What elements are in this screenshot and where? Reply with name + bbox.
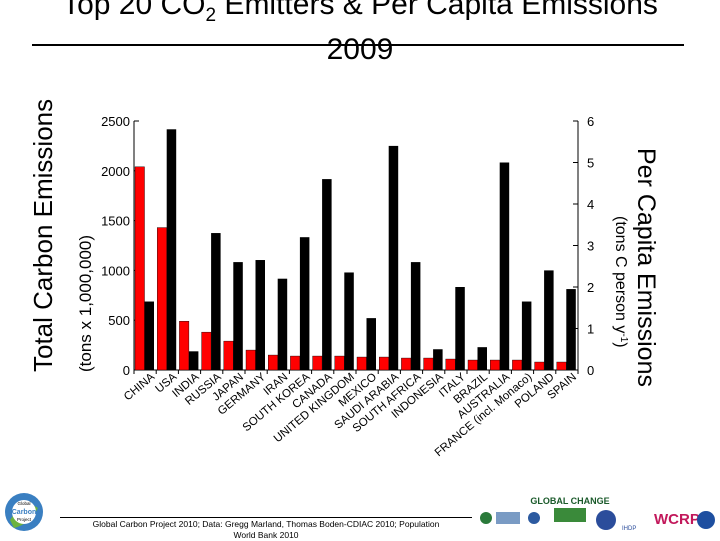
left-tick-label: 1500 <box>101 214 130 229</box>
footer-credit: Global Carbon Project 2010; Data: Gregg … <box>60 519 472 541</box>
total-emissions-bar <box>268 354 278 371</box>
global-change-mark <box>554 508 586 522</box>
total-emissions-bar <box>512 359 523 371</box>
left-tick-label: 2500 <box>101 114 130 129</box>
per-capita-bar <box>344 272 354 370</box>
wcrp-logo: WCRP <box>654 511 700 528</box>
total-emissions-bar <box>467 359 478 371</box>
per-capita-bar <box>388 145 399 370</box>
total-emissions-bar <box>245 349 256 371</box>
per-capita-bar <box>322 179 332 370</box>
total-emissions-bar <box>490 359 500 371</box>
footer-rule <box>60 517 472 518</box>
right-tick-label: 5 <box>587 156 594 171</box>
total-emissions-bar <box>201 331 212 371</box>
right-tick-label: 1 <box>587 322 594 337</box>
per-capita-bar <box>188 351 199 370</box>
left-tick-label: 500 <box>108 313 130 328</box>
chart-bars <box>134 129 576 371</box>
total-emissions-bar <box>356 356 367 371</box>
per-capita-bar <box>410 262 421 370</box>
partner-logo-1 <box>480 512 492 524</box>
x-tick-labels: CHINAUSAINDIARUSSIAJAPANGERMANYIRANSOUTH… <box>122 371 579 459</box>
per-capita-bar <box>521 301 532 370</box>
chart-axes <box>133 120 579 374</box>
partner-logo-2 <box>496 512 520 524</box>
ihdp-mark <box>596 510 616 530</box>
per-capita-bar <box>277 278 288 370</box>
right-axis-label-main: Per Capita Emissions <box>632 148 660 387</box>
chart-title: Top 20 CO2 Emitters & Per Capita Emissio… <box>0 0 720 67</box>
ihdp-logo: IHDP <box>622 526 636 532</box>
total-emissions-bar <box>534 361 545 371</box>
per-capita-bar <box>544 270 554 370</box>
partner-logo-3 <box>528 512 540 524</box>
total-emissions-bar <box>423 357 434 371</box>
per-capita-bar <box>299 237 310 370</box>
global-carbon-project-logo: Global Carbon Project <box>5 493 43 531</box>
title-line-2: 2009 <box>326 33 394 66</box>
right-tick-labels: 0 1 2 3 4 5 6 <box>587 114 594 378</box>
svg-text:Carbon: Carbon <box>12 509 37 516</box>
partner-logo-globe <box>697 511 715 529</box>
left-tick-labels: 0 500 1000 1500 2000 2500 <box>101 114 130 378</box>
total-emissions-bar <box>179 320 190 371</box>
right-tick-label: 3 <box>587 239 594 254</box>
title-rule <box>32 44 684 46</box>
per-capita-bar <box>499 162 510 370</box>
right-tick-label: 6 <box>587 114 594 129</box>
per-capita-bar <box>211 233 221 370</box>
total-emissions-bar <box>312 355 323 371</box>
per-capita-bar <box>566 289 576 370</box>
total-emissions-bar <box>445 358 456 371</box>
per-capita-bar <box>366 318 376 370</box>
partner-logos: GLOBAL CHANGE IHDP WCRP <box>480 496 715 532</box>
per-capita-bar <box>166 129 177 370</box>
left-tick-label: 1000 <box>101 263 130 278</box>
footer-credit-line-2: World Bank 2010 <box>233 530 299 540</box>
svg-text:Global: Global <box>17 501 30 506</box>
left-tick-label: 0 <box>123 363 130 378</box>
per-capita-bar <box>433 349 443 370</box>
total-emissions-bar <box>401 357 412 371</box>
total-emissions-bar <box>556 361 567 371</box>
total-emissions-bar <box>134 166 145 371</box>
right-tick-label: 2 <box>587 280 594 295</box>
per-capita-bar <box>455 287 465 370</box>
right-tick-label: 0 <box>587 363 594 378</box>
per-capita-bar <box>144 301 154 370</box>
right-axis-label-unit: (tons C person y-1) <box>612 216 630 348</box>
left-tick-label: 2000 <box>101 164 130 179</box>
svg-text:Project: Project <box>17 517 32 522</box>
title-line-1: Top 20 CO2 Emitters & Per Capita Emissio… <box>62 0 658 26</box>
per-capita-bar <box>477 347 487 370</box>
per-capita-bar <box>233 262 243 370</box>
total-emissions-bar <box>379 356 389 371</box>
total-emissions-bar <box>334 355 345 371</box>
global-change-logo: GLOBAL CHANGE <box>530 496 609 506</box>
footer-credit-line-1: Global Carbon Project 2010; Data: Gregg … <box>92 519 440 529</box>
total-emissions-bar <box>156 227 167 371</box>
total-emissions-bar <box>223 340 234 371</box>
per-capita-bar <box>255 260 265 370</box>
left-axis-label-unit: (tons x 1,000,000) <box>76 235 95 372</box>
total-emissions-bar <box>290 355 301 371</box>
right-tick-label: 4 <box>587 197 594 212</box>
left-axis-label-main: Total Carbon Emissions <box>28 99 58 372</box>
